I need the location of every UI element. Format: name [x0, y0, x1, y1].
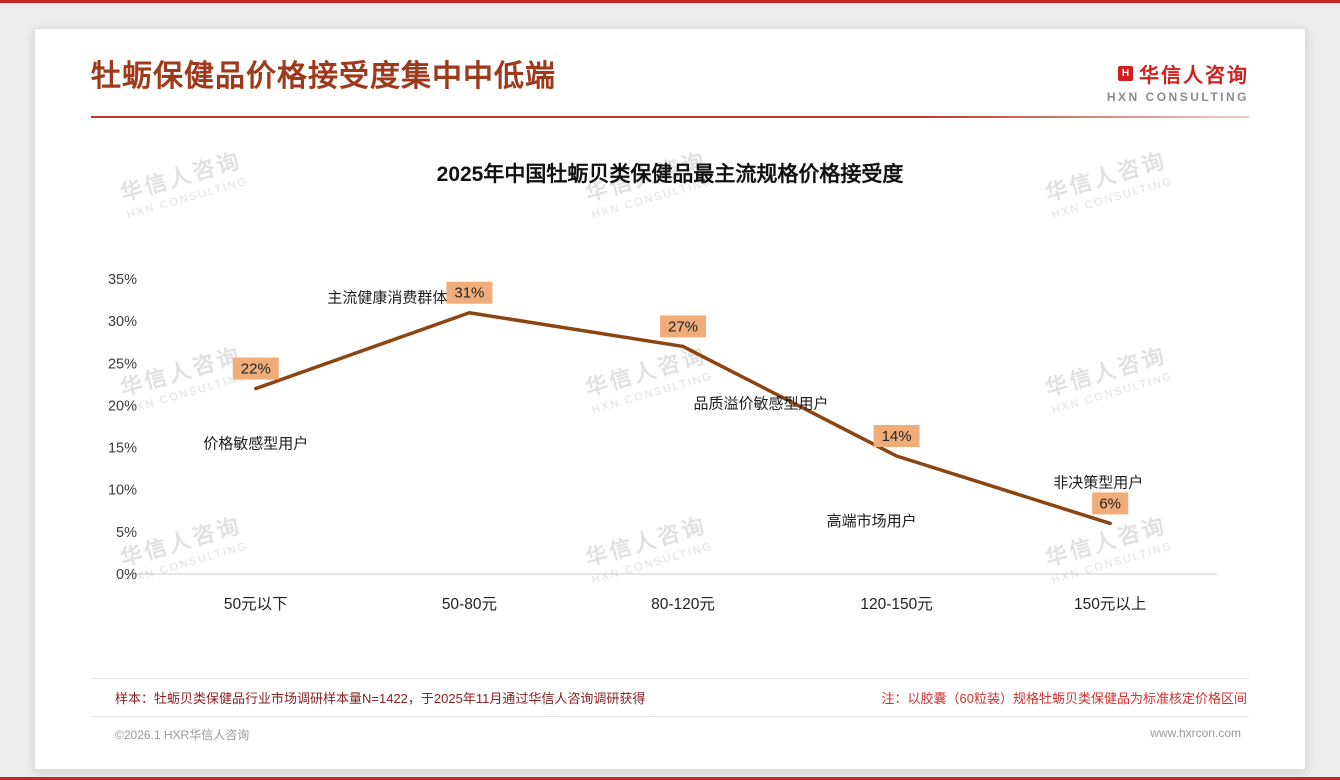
y-tick-label: 15% [108, 441, 137, 457]
footer: 样本：牡蛎贝类保健品行业市场调研样本量N=1422，于2025年11月通过华信人… [91, 678, 1249, 769]
brand-logo-icon: H [1118, 66, 1133, 81]
price-basis-note: 注：以胶囊（60粒装）规格牡蛎贝类保健品为标准核定价格区间 [881, 691, 1247, 706]
y-tick-label: 35% [108, 272, 137, 288]
point-annotation: 高端市场用户 [827, 513, 917, 530]
x-tick-label: 80-120元 [651, 596, 715, 613]
y-tick-label: 5% [116, 525, 137, 541]
copyright-row: ©2026.1 HXR华信人咨询 www.hxrcon.com [91, 717, 1249, 743]
brand-logo: H 华信人咨询 HXN CONSULTING [1107, 59, 1249, 104]
line-chart: 0% 5% 10% 15% 20% 25% 30% 35% 50元以下 50-80元 80-120元… [108, 272, 1217, 613]
header: 牡蛎保健品价格接受度集中中低端 H 华信人咨询 HXN CONSULTING [91, 29, 1249, 104]
brand-subtitle: HXN CONSULTING [1106, 90, 1249, 104]
card-content: 牡蛎保健品价格接受度集中中低端 H 华信人咨询 HXN CONSULTING 2… [35, 29, 1305, 769]
report-card: 华信人咨询 HXN CONSULTING 华信人咨询 HXN CONSULTING 华信… [34, 28, 1306, 770]
x-tick-label: 50-80元 [442, 596, 497, 613]
bottom-accent-bar [0, 777, 1340, 780]
x-tick-label: 120-150元 [860, 596, 932, 613]
footer-divider-top [91, 678, 1249, 679]
y-tick-label: 25% [108, 356, 137, 372]
header-underline [91, 116, 1249, 118]
data-label: 14% [882, 428, 912, 445]
point-annotation: 价格敏感型用户 [203, 436, 308, 453]
data-label: 31% [454, 285, 484, 302]
x-tick-label: 150元以上 [1074, 595, 1146, 613]
trend-line [254, 310, 1112, 526]
x-tick-label: 50元以下 [224, 596, 288, 613]
point-annotation: 非决策型用户 [1053, 474, 1143, 491]
data-label: 22% [241, 361, 271, 378]
footer-notes-row: 样本：牡蛎贝类保健品行业市场调研样本量N=1422，于2025年11月通过华信人… [91, 679, 1249, 716]
y-tick-label: 0% [116, 567, 137, 583]
data-label: 6% [1099, 495, 1121, 512]
point-annotation: 主流健康消费群体 [327, 290, 447, 307]
page-title: 牡蛎保健品价格接受度集中中低端 [91, 60, 556, 93]
brand-name: 华信人咨询 [1139, 65, 1249, 87]
data-label-box [873, 425, 920, 447]
data-label-box [660, 315, 706, 338]
brand-logo-row: H 华信人咨询 [1118, 59, 1249, 88]
footer-divider-bottom [91, 716, 1249, 717]
data-label-box [1092, 492, 1129, 515]
data-label: 27% [668, 318, 698, 335]
sample-note: 样本：牡蛎贝类保健品行业市场调研样本量N=1422，于2025年11月通过华信人… [115, 691, 646, 706]
y-tick-label: 20% [108, 398, 137, 414]
copyright-text: ©2026.1 HXR华信人咨询 [115, 728, 250, 742]
y-tick-label: 10% [108, 483, 137, 499]
website-url: www.hxrcon.com [1150, 726, 1241, 740]
y-tick-label: 30% [108, 314, 137, 330]
data-label-box [446, 281, 493, 304]
top-accent-bar [0, 0, 1340, 3]
data-label-box [232, 357, 279, 380]
point-annotation: 品质溢价敏感型用户 [693, 395, 828, 412]
chart-title: 2025年中国牡蛎贝类保健品最主流规格价格接受度 [436, 163, 904, 186]
chart-area: 0% 5% 10% 15% 20% 25% 30% 35% 50元以下 50-80元 80-120元… [91, 224, 1249, 624]
